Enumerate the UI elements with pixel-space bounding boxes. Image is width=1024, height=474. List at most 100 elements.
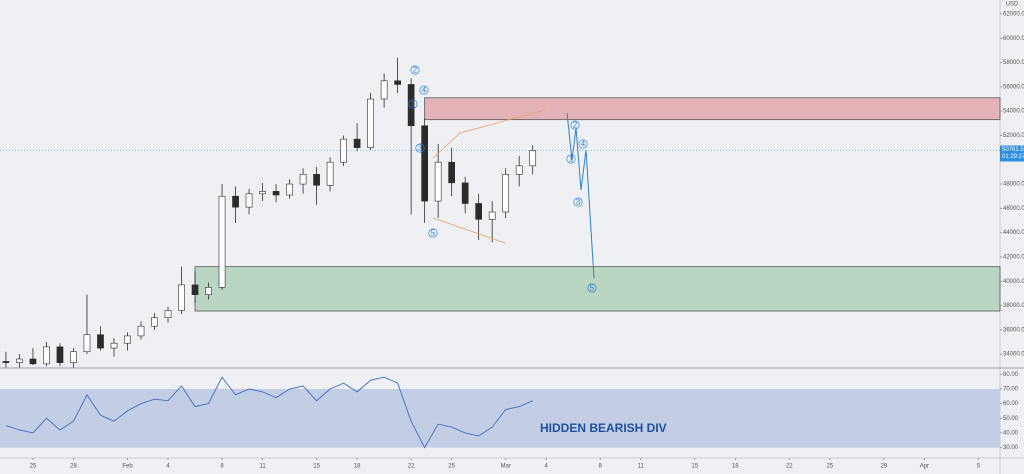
wave-label: 2 (413, 66, 418, 75)
wave-circle (566, 154, 576, 164)
candle-body (421, 125, 428, 202)
candle-body (340, 138, 347, 163)
x-tick-label: 4 (545, 464, 549, 470)
x-tick-label: 29 (881, 464, 888, 470)
x-tick-label: 4 (166, 464, 170, 470)
y-tick-label: 36000.0 (1003, 327, 1024, 333)
rsi-tick-label: 70.00 (1003, 387, 1019, 393)
y-tick-label: 58000.0 (1003, 60, 1024, 66)
wave-circle (578, 139, 588, 149)
candle-body (164, 310, 172, 319)
x-tick-label: 22 (786, 464, 793, 470)
candle-body (407, 84, 415, 127)
rsi-line (5, 376, 533, 449)
annotation: HIDDEN BEARISH DIV (540, 421, 667, 435)
candle-body (29, 358, 37, 365)
wave-circle (428, 228, 438, 238)
currency: USD (1006, 2, 1019, 8)
wave-label: 4 (422, 86, 427, 95)
rsi-tick-label: 50.00 (1003, 416, 1019, 422)
wave-circle (573, 197, 583, 207)
y-tick-label: 60000.0 (1003, 36, 1024, 42)
y-tick-label: 54000.0 (1003, 109, 1024, 115)
wave-circle (570, 120, 580, 130)
rsi-tick-label: 60.00 (1003, 401, 1019, 407)
y-tick-label: 40000.0 (1003, 279, 1024, 285)
candle-body (56, 346, 64, 363)
x-tick-label: 8 (599, 464, 603, 470)
candle-body (461, 182, 469, 204)
y-tick-label: 62000.0 (1003, 12, 1024, 18)
last-price-label: 50761.5 (1002, 147, 1024, 153)
candle-body (205, 287, 212, 295)
y-tick-label: 42000.0 (1003, 255, 1024, 261)
candle-body (367, 98, 374, 148)
wave-circle (415, 143, 425, 153)
candle-body (218, 195, 226, 288)
rsi-tick-label: 40.00 (1003, 431, 1019, 437)
x-tick-label: 11 (259, 464, 266, 470)
candle-body (259, 191, 266, 195)
candle-body (434, 161, 442, 202)
price-zone (424, 97, 1001, 121)
candle-body (232, 195, 239, 208)
x-tick-label: 8 (220, 464, 224, 470)
last-price-tag (1000, 145, 1024, 162)
y-tick-label: 52000.0 (1003, 133, 1024, 139)
candle-body (97, 334, 104, 349)
x-tick-label: 18 (354, 464, 361, 470)
candle-body (394, 80, 401, 85)
x-tick-label: 15 (313, 464, 320, 470)
wave-label: 4 (581, 140, 586, 149)
y-tick-label: 48000.0 (1003, 182, 1024, 188)
x-tick-label: 25 (826, 464, 833, 470)
y-tick-label: 44000.0 (1003, 230, 1024, 236)
wave-label: 3 (576, 198, 581, 207)
wave-label: 2 (573, 121, 578, 130)
trendline (432, 217, 506, 244)
price-zone (194, 266, 1001, 312)
candle-body (245, 193, 253, 208)
candle-body (43, 346, 50, 365)
candle-body (448, 161, 455, 184)
candle-body (178, 284, 185, 311)
candle-body (2, 361, 10, 363)
wave-circle (587, 283, 597, 293)
x-tick-label: 5 (977, 464, 981, 470)
candle-body (313, 174, 320, 186)
x-tick-label: 25 (448, 464, 455, 470)
wave-label: 1 (411, 100, 416, 109)
rsi-tick-label: 80.00 (1003, 372, 1019, 378)
wave-label: 1 (569, 155, 574, 164)
x-tick-label: Mar (501, 464, 511, 470)
candle-body (191, 284, 199, 295)
projection-path (566, 112, 595, 279)
countdown: 01:29:27 (1002, 154, 1024, 160)
candle-body (151, 317, 158, 327)
candle-body (272, 191, 280, 196)
wave-circle (410, 65, 420, 75)
candle-body (326, 161, 334, 186)
x-tick-label: 28 (70, 464, 77, 470)
candle-body (475, 203, 482, 220)
candle-body (70, 351, 77, 363)
wave-label: 5 (431, 229, 436, 238)
x-tick-label: 18 (732, 464, 739, 470)
candle-body (353, 138, 361, 148)
candle-body (488, 211, 496, 220)
wave-circle (419, 85, 429, 95)
x-tick-label: Feb (122, 464, 133, 470)
y-tick-label: 56000.0 (1003, 84, 1024, 90)
wave-label: 5 (590, 284, 595, 293)
candle-body (380, 80, 388, 100)
candle-body (515, 165, 523, 175)
candle-body (83, 334, 91, 353)
x-tick-label: 15 (691, 464, 698, 470)
candle-body (110, 342, 118, 349)
candle-body (16, 358, 23, 363)
candle-body (286, 183, 293, 196)
trendline (432, 109, 546, 159)
y-tick-label: 46000.0 (1003, 206, 1024, 212)
x-tick-label: 22 (408, 464, 415, 470)
